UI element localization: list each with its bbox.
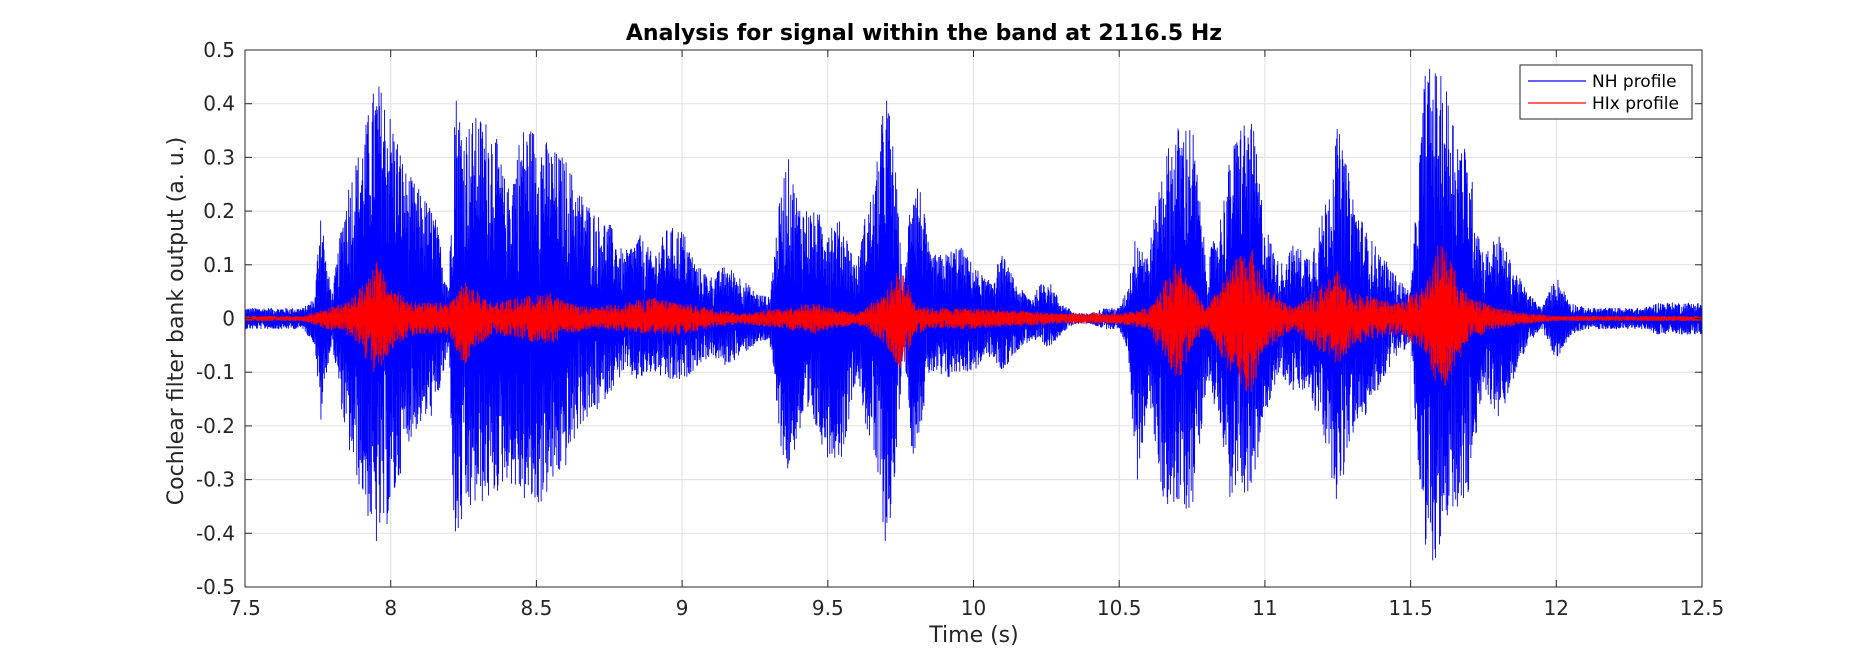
legend-label: NH profile	[1592, 72, 1677, 92]
y-tick-label: -0.3	[196, 468, 235, 492]
legend-label: HIx profile	[1592, 94, 1679, 114]
x-tick-label: 10	[961, 596, 986, 620]
x-tick-label: 7.5	[229, 596, 261, 620]
y-tick-label: 0.1	[203, 253, 235, 277]
y-tick-label: 0.2	[203, 199, 235, 223]
x-tick-label: 12	[1544, 596, 1569, 620]
x-tick-label: 8.5	[520, 596, 552, 620]
chart-title: Analysis for signal within the band at 2…	[626, 21, 1222, 46]
y-tick-label: 0	[222, 307, 235, 331]
y-tick-label: 0.3	[203, 145, 235, 169]
x-tick-label: 8	[384, 596, 397, 620]
x-tick-label: 9.5	[812, 596, 844, 620]
y-tick-label: -0.4	[196, 521, 235, 545]
series-line-nh-profile	[244, 69, 1703, 561]
y-tick-label: 0.5	[203, 38, 235, 62]
y-tick-label: -0.1	[196, 360, 235, 384]
x-tick-label: 9	[676, 596, 689, 620]
y-axis-label: Cochlear filter bank output (a. u.)	[164, 137, 189, 505]
y-tick-label: -0.2	[196, 414, 235, 438]
x-tick-label: 12.5	[1680, 596, 1725, 620]
x-tick-label: 10.5	[1097, 596, 1142, 620]
plot-area: 7.5 8 8.5 9 9.5 10 10.5 11 11.5 12 12.5 -0.5 -0.4 -0.…	[196, 38, 1724, 620]
y-tick-label: 0.4	[203, 92, 235, 116]
legend-box	[1519, 64, 1693, 120]
series-line-hix-profile	[244, 245, 1703, 392]
x-axis-label: Time (s)	[928, 623, 1018, 648]
y-tick-label: -0.5	[196, 575, 235, 599]
x-tick-label: 11	[1252, 596, 1277, 620]
x-tick-label: 11.5	[1388, 596, 1433, 620]
